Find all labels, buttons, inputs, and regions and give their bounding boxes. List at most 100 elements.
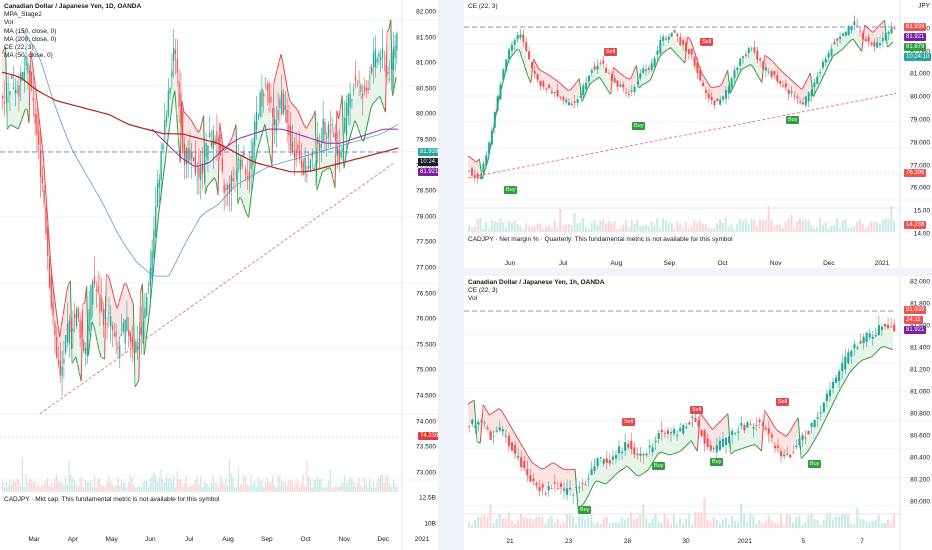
sell-signal-label[interactable]: Sell	[690, 406, 704, 414]
ce-band-segment	[29, 51, 31, 124]
ce-line-segment	[614, 472, 619, 476]
volume-bar	[50, 481, 52, 492]
volume-bar	[9, 479, 11, 492]
weekly-time-axis[interactable]: Jun Jul Aug Sep Oct Nov Dec 2021	[464, 258, 894, 268]
buy-signal-label[interactable]: Buy	[786, 116, 800, 124]
legend-title-hourly[interactable]: Canadian Dollar / Japanese Yen, 1h, OAND…	[468, 279, 605, 286]
candle-body	[645, 453, 648, 456]
candle-body	[59, 360, 61, 376]
buy-signal-label[interactable]: Buy	[504, 186, 518, 194]
buy-signal-label[interactable]: Buy	[808, 460, 822, 468]
daily-price-axis[interactable]: 82.00081.50081.00080.50080.00079.50079.0…	[398, 0, 438, 528]
candle-body	[579, 96, 582, 98]
candle-body	[43, 190, 45, 204]
ce-line-segment	[749, 444, 753, 447]
buy-signal-label[interactable]: Buy	[578, 506, 592, 514]
weekly-chart-canvas[interactable]	[464, 0, 932, 268]
legend-ce-top[interactable]: CE (22, 3)	[468, 3, 498, 10]
ce-line-segment	[39, 124, 43, 141]
ce-line-segment	[556, 80, 560, 83]
trend-line	[467, 92, 897, 179]
panel-divider-vertical[interactable]	[438, 0, 464, 550]
candle-body	[639, 73, 642, 79]
volume-bar	[789, 515, 792, 528]
legend-vol-hourly[interactable]: Vol	[468, 295, 478, 303]
daily-chart-panel[interactable]: Canadian Dollar / Japanese Yen, 1D, OAND…	[0, 0, 438, 550]
daily-time-axis[interactable]: Mar Apr May Jun Jul Aug Sep Oct Nov Dec 2021	[0, 534, 429, 548]
candle-body	[742, 56, 745, 59]
volume-bar	[610, 223, 613, 232]
legend-ce-hourly[interactable]: CE (22, 3)	[468, 287, 498, 295]
ce-line-segment	[835, 51, 840, 55]
ce-line-segment	[544, 465, 548, 469]
volume-bar	[327, 481, 330, 492]
candle-body	[744, 54, 747, 56]
volume-bar	[471, 524, 474, 528]
panel-divider-horizontal[interactable]	[464, 268, 932, 276]
sell-signal-label[interactable]: Sell	[622, 418, 636, 426]
volume-bar	[155, 475, 157, 492]
ma150-line	[21, 29, 399, 277]
legend-ma200[interactable]: MA (200, close, 0)	[4, 35, 57, 43]
candle-body	[556, 89, 559, 97]
candle-body	[810, 423, 813, 427]
ce-line-segment	[567, 89, 571, 91]
daily-chart-canvas[interactable]	[0, 0, 438, 550]
hourly-price-axis[interactable]: 82.00081.80081.60081.40081.20081.00080.8…	[900, 276, 932, 536]
volume-bar	[363, 477, 366, 492]
sell-signal-label[interactable]: Sell	[700, 38, 714, 46]
candle-body	[180, 93, 182, 127]
volume-bar	[14, 481, 16, 492]
candle-body	[733, 70, 736, 79]
hourly-time-axis[interactable]: 21 23 28 30 2021 5 7	[464, 536, 894, 548]
candle-body	[517, 455, 520, 458]
ce-line-segment	[320, 171, 323, 178]
legend-title[interactable]: Canadian Dollar / Japanese Yen, 1D, OAND…	[4, 3, 142, 10]
volume-bar	[367, 488, 369, 492]
buy-signal-label[interactable]: Buy	[710, 458, 724, 466]
legend-ce[interactable]: CE (22, 3)	[4, 44, 34, 52]
candle-body	[225, 188, 227, 191]
candle-body	[164, 120, 166, 134]
volume-bar	[761, 523, 764, 528]
sell-signal-label[interactable]: Sell	[776, 398, 790, 406]
candle-body	[630, 440, 633, 450]
ce-line-segment	[635, 474, 640, 477]
ce-band-segment	[264, 81, 267, 135]
legend-mpa[interactable]: MPA_Stage2	[4, 11, 42, 19]
weekly-chart-panel[interactable]: CE (22, 3) 85.50085.00084.50084.00083.50…	[464, 0, 932, 268]
volume-bar	[590, 515, 593, 528]
ce-line-segment	[712, 425, 716, 430]
daily-low-tag: 74.238	[418, 432, 438, 440]
candle-body	[599, 63, 602, 65]
legend-ma150[interactable]: MA (150, close, 0)	[4, 27, 57, 35]
ce-band-segment	[192, 122, 195, 169]
ce-line-segment	[93, 325, 97, 334]
ce-line-segment	[365, 124, 368, 134]
buy-signal-label[interactable]: Buy	[652, 462, 666, 470]
candle-body	[569, 487, 572, 490]
candle-body	[149, 268, 151, 287]
buy-signal-label[interactable]: Buy	[632, 122, 646, 130]
candle-body	[798, 438, 801, 446]
time-tick: Jun	[504, 260, 516, 267]
volume-bar	[565, 513, 568, 528]
ce-line-segment	[131, 299, 134, 305]
ce-line-segment	[608, 478, 613, 482]
volume-bar	[874, 519, 877, 528]
ce-band-segment	[645, 447, 649, 472]
sell-signal-label[interactable]: Sell	[604, 48, 618, 56]
candle-body	[821, 61, 824, 68]
legend-vol[interactable]: Vol	[4, 19, 14, 27]
volume-bar	[578, 516, 581, 528]
volume-bar	[510, 222, 513, 232]
ce-line-segment	[25, 108, 28, 111]
hourly-chart-panel[interactable]: Canadian Dollar / Japanese Yen, 1h, OAND…	[464, 276, 932, 550]
hourly-chart-canvas[interactable]	[464, 276, 932, 550]
time-tick: 30	[682, 538, 690, 545]
ce-line-segment	[747, 64, 751, 67]
ce-line-segment	[687, 440, 692, 444]
ce-band-segment	[77, 321, 80, 373]
ce-line-segment	[266, 134, 269, 146]
legend-ma50[interactable]: MA (50, close, 0)	[4, 52, 53, 60]
